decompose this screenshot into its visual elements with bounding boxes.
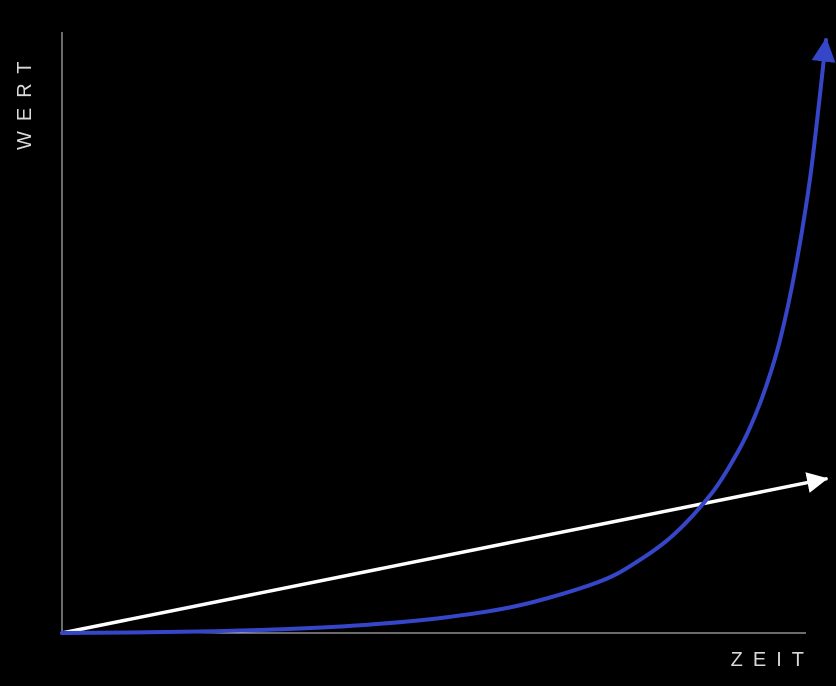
linear-growth-line: [60, 472, 829, 635]
series-layer: [60, 37, 836, 635]
x-axis-label: ZEIT: [730, 649, 814, 671]
exponential-growth-line: [60, 37, 836, 635]
y-axis-label: WERT: [14, 51, 36, 150]
